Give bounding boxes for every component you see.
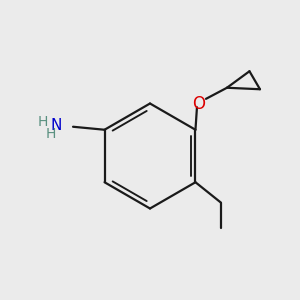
Text: O: O <box>192 95 205 113</box>
Text: H: H <box>38 115 48 129</box>
Text: N: N <box>51 118 62 133</box>
Text: H: H <box>45 127 56 141</box>
